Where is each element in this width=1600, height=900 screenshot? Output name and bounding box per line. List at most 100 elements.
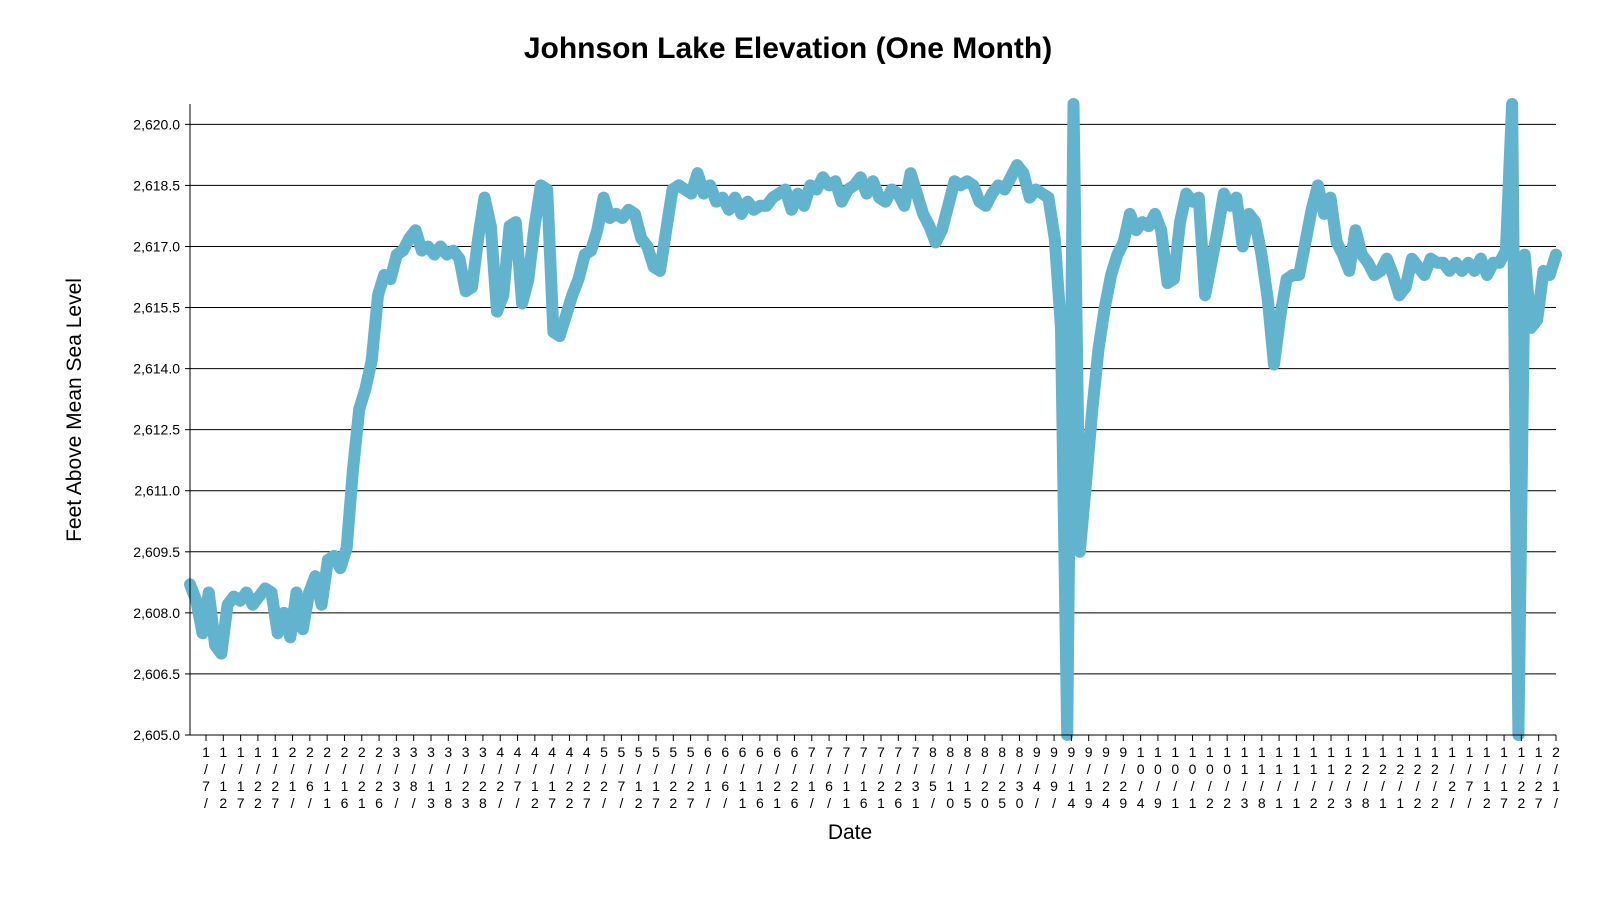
x-tick-label: 5/7/	[617, 744, 625, 811]
x-tick-label: 7/2 6	[894, 744, 902, 811]
x-tick-label: 1/2 2	[254, 744, 262, 811]
x-tick-label: 4/7/	[514, 744, 522, 811]
axes-layer	[189, 104, 1556, 736]
x-tick-label: 1 1/1	[1292, 744, 1300, 811]
x-tick-label: 1 1/2	[1327, 744, 1335, 811]
x-tick-label: 9/1 9	[1085, 744, 1093, 811]
x-tick-label: 6/1/	[704, 744, 712, 811]
x-tick-label: 1/1 7	[1500, 744, 1508, 811]
x-tick-label: 1 2/1	[1379, 744, 1387, 811]
x-tick-label: 1/1 2	[219, 744, 227, 811]
x-tick-label: 7/1 1	[842, 744, 850, 811]
x-tick-label: 3/8/	[410, 744, 418, 811]
x-tick-label: 1/1 7	[237, 744, 245, 811]
x-tick-label: 2/1 1	[323, 744, 331, 811]
x-tick-label: 3/2 3	[462, 744, 470, 811]
y-tick-label: 2,609.5	[133, 544, 180, 560]
x-tick-label: 3/1 8	[444, 744, 452, 811]
x-tick-label: 9/2 4	[1102, 744, 1110, 811]
x-tick-label: 1/2 7	[1535, 744, 1543, 811]
x-tick-label: 5/2 7	[687, 744, 695, 811]
x-tick-label: 3/3/	[392, 744, 400, 811]
x-tick-label: 9/1 4	[1067, 744, 1075, 811]
y-tick-label: 2,605.0	[133, 727, 180, 743]
x-tick-label: 1 0/1	[1189, 744, 1197, 811]
chart-title: Johnson Lake Elevation (One Month)	[524, 32, 1052, 65]
x-tick-label: 1 0/1	[1171, 744, 1179, 811]
x-tick-label: 1 2/2	[1431, 744, 1439, 811]
x-tick-label: 1 1/1	[1275, 744, 1283, 811]
x-tick-label: 4/2 7	[583, 744, 591, 811]
x-tick-label: 6/2 6	[791, 744, 799, 811]
x-tick-label: 9/9/	[1050, 744, 1058, 811]
x-tick-label: 1 2/3	[1344, 744, 1352, 811]
x-tick-label: 8/3 0	[1016, 744, 1024, 811]
grid-layer	[185, 123, 1556, 736]
x-tick-label: 9/4/	[1033, 744, 1041, 811]
x-tick-label: 6/2 1	[773, 744, 781, 811]
x-tick-label: 6/1 6	[756, 744, 764, 811]
x-tick-label: 6/6/	[721, 744, 729, 811]
x-tick-label: 2/6/	[306, 744, 314, 811]
y-tick-label: 2,615.5	[133, 300, 180, 316]
x-tick-label: 7/6/	[825, 744, 833, 811]
x-tick-label: 7/2 1	[877, 744, 885, 811]
x-tick-label: 2/1/	[289, 744, 297, 811]
x-tick-label: 7/1/	[808, 744, 816, 811]
x-tick-label: 2/2 6	[375, 744, 383, 811]
y-tick-label: 2,611.0	[134, 483, 180, 499]
x-tick-label: 3/2 8	[479, 744, 487, 811]
x-tick-label: 2/2 1	[358, 744, 366, 811]
x-axis-title: Date	[828, 821, 872, 844]
x-tick-label: 6/1 1	[739, 744, 747, 811]
y-tick-label: 2,618.5	[133, 177, 180, 193]
x-tick-label: 5/2 2	[669, 744, 677, 811]
x-tick-label: 1 2/8	[1362, 744, 1370, 811]
y-tick-label: 2,612.5	[133, 422, 180, 438]
x-tick-label: 1 1/8	[1258, 744, 1266, 811]
y-tick-label: 2,620.0	[133, 116, 180, 132]
y-tick-label: 2,608.0	[133, 605, 180, 621]
x-tick-label: 1 2/1	[1396, 744, 1404, 811]
x-tick-label: 1 1/2	[1310, 744, 1318, 811]
x-tick-label: 1/2/	[1448, 744, 1456, 811]
x-tick-label: 1 2/2	[1414, 744, 1422, 811]
x-tick-label: 2/1/	[1552, 744, 1560, 811]
x-tick-label: 3/1 3	[427, 744, 435, 811]
y-tick-label: 2,606.5	[133, 666, 180, 682]
x-tick-label: 5/1 2	[635, 744, 643, 811]
x-tick-label: 1/1 2	[1483, 744, 1491, 811]
x-tick-label: 1/7/	[1466, 744, 1474, 811]
x-tick-label: 5/1 7	[652, 744, 660, 811]
x-tick-label: 4/1 2	[531, 744, 539, 811]
x-tick-label: 8/2 0	[981, 744, 989, 811]
x-tick-label: 2/1 6	[341, 744, 349, 811]
x-tick-label: 1 0/9	[1154, 744, 1162, 811]
x-tick-label: 4/2/	[496, 744, 504, 811]
x-tick-label: 8/2 5	[998, 744, 1006, 811]
y-tick-labels: 2,605.0 2,606.5 2,608.0 2,609.5 2,611.0 2,612…	[133, 116, 180, 743]
series-layer	[184, 98, 1562, 741]
x-tick-label: 9/2 9	[1119, 744, 1127, 811]
x-tick-label: 1 0/4	[1137, 744, 1145, 811]
x-tick-label: 8/1 5	[964, 744, 972, 811]
x-tick-label: 1/2 7	[271, 744, 279, 811]
series-line	[184, 98, 1562, 741]
x-tick-label: 4/1 7	[548, 744, 556, 811]
x-tick-label: 1/2 2	[1517, 744, 1525, 811]
x-tick-label: 8/5/	[929, 744, 937, 811]
y-axis-title: Feet Above Mean Sea Level	[63, 278, 86, 542]
x-tick-label: 7/1 6	[860, 744, 868, 811]
x-tick-label: 1 0/2	[1223, 744, 1231, 811]
y-tick-label: 2,617.0	[133, 238, 180, 254]
x-tick-label: 4/2 2	[566, 744, 574, 811]
x-tick-label: 1 1/3	[1241, 744, 1249, 811]
x-tick-label: 1 0/2	[1206, 744, 1214, 811]
y-tick-label: 2,614.0	[133, 361, 180, 377]
x-tick-label: 1/7/	[202, 744, 210, 811]
x-tick-labels: 1/7/1/1 2 1/1 7 1/2 2 1/2 7 2/1/2/6/2/1 1 2/1 6 2/2 1…	[202, 735, 1560, 811]
x-tick-label: 7/3 1	[912, 744, 920, 811]
x-tick-label: 5/2/	[600, 744, 608, 811]
x-tick-label: 8/1 0	[946, 744, 954, 811]
